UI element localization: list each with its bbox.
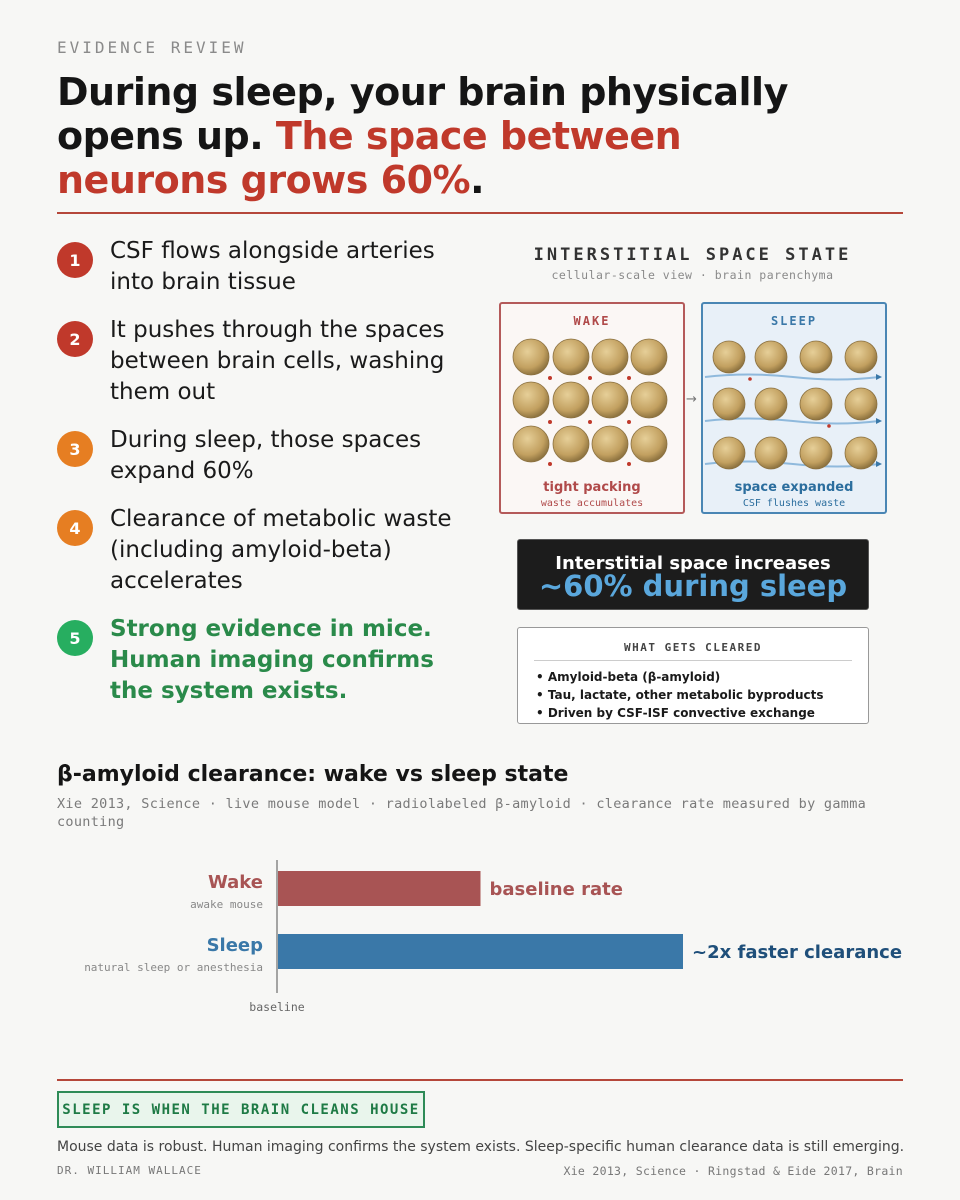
step-number: 1 <box>57 242 93 278</box>
category-sublabel: natural sleep or anesthesia <box>84 961 263 974</box>
cleared-list: • Amyloid-beta (β-amyloid) • Tau, lactat… <box>536 668 868 722</box>
waste-dot <box>588 420 592 424</box>
waste-dot <box>627 376 631 380</box>
references: Xie 2013, Science · Ringstad & Eide 2017… <box>563 1164 903 1178</box>
neuron-cell <box>591 338 629 376</box>
step-1: 1 CSF flows alongside arteries into brai… <box>57 236 480 298</box>
headline: During sleep, your brain physically open… <box>57 70 817 202</box>
list-item: • Tau, lactate, other metabolic byproduc… <box>536 688 824 702</box>
callout-line2: ~60% during sleep <box>538 569 848 603</box>
list-item: • Amyloid-beta (β-amyloid) <box>536 670 721 684</box>
footnote: Mouse data is robust. Human imaging conf… <box>57 1139 905 1155</box>
waste-dot <box>748 377 752 381</box>
step-5: 5 Strong evidence in mice. Human imaging… <box>57 614 480 707</box>
cleared-title: WHAT GETS CLEARED <box>623 641 763 654</box>
neuron-cell <box>754 387 788 421</box>
sleep-caption: space expanded <box>734 480 854 495</box>
step-number: 4 <box>57 510 93 546</box>
neuron-cell <box>712 436 746 470</box>
step-number: 5 <box>57 620 93 656</box>
neuron-cell <box>799 436 833 470</box>
neuron-cell <box>552 425 590 463</box>
neuron-cell <box>552 381 590 419</box>
step-text: Strong evidence in mice. Human imaging c… <box>110 616 434 704</box>
category-label: Wake <box>208 872 263 893</box>
step-number: 3 <box>57 431 93 467</box>
clearance-bar-chart: Wake awake mouse baseline rate Sleep natural… <box>84 860 902 1014</box>
headline-part3: . <box>470 158 485 202</box>
waste-dot <box>627 420 631 424</box>
wake-subcaption: waste accumulates <box>540 498 644 509</box>
arrow-right-icon: → <box>686 392 697 407</box>
step-number: 2 <box>57 321 93 357</box>
sleep-cells-illustration <box>704 340 882 470</box>
csf-flow-line <box>704 373 880 381</box>
what-gets-cleared-box: WHAT GETS CLEARED • Amyloid-beta (β-amyl… <box>517 627 869 724</box>
neuron-cell <box>512 381 550 419</box>
waste-dot <box>588 376 592 380</box>
sleep-state-box: SLEEP space expanded CSF flushes waste <box>701 302 887 514</box>
step-3: 3 During sleep, those spaces expand 60% <box>57 425 480 487</box>
step-text: It pushes through the spaces between bra… <box>110 317 445 405</box>
wake-label: WAKE <box>573 314 611 328</box>
neuron-cell <box>552 338 590 376</box>
waste-dot <box>548 376 552 380</box>
axis-label: baseline <box>249 1000 304 1014</box>
value-label: ~2x faster clearance <box>692 942 902 963</box>
neuron-cell <box>799 387 833 421</box>
step-2: 2 It pushes through the spaces between b… <box>57 315 480 408</box>
bottom-divider <box>57 1079 903 1081</box>
waste-dot <box>627 462 631 466</box>
headline-part1: During sleep, your brain physically open… <box>57 70 788 158</box>
wake-state-box: WAKE tight packing waste accumulates <box>499 302 685 514</box>
waste-dot <box>548 462 552 466</box>
wake-cells-illustration <box>512 338 668 466</box>
category-sublabel: awake mouse <box>190 898 263 911</box>
neuron-cell <box>712 387 746 421</box>
neuron-cell <box>754 340 788 374</box>
step-text: CSF flows alongside arteries into brain … <box>110 238 435 295</box>
list-item: • Driven by CSF-ISF convective exchange <box>536 706 815 720</box>
value-label: baseline rate <box>490 879 623 900</box>
eyebrow: EVIDENCE REVIEW <box>57 38 247 57</box>
step-text: During sleep, those spaces expand 60% <box>110 427 422 484</box>
top-divider <box>57 212 903 214</box>
chart-subtitle: Xie 2013, Science · live mouse model · r… <box>57 796 867 830</box>
neuron-cell <box>844 387 878 421</box>
sleep-label: SLEEP <box>770 314 818 328</box>
neuron-cell <box>591 381 629 419</box>
bar-wake <box>278 871 481 906</box>
neuron-cell <box>630 425 668 463</box>
callout-line1: Interstitial space increases <box>555 553 831 574</box>
waste-dot <box>827 424 831 428</box>
category-label: Sleep <box>207 935 264 956</box>
waste-dot <box>548 420 552 424</box>
neuron-cell <box>630 338 668 376</box>
neuron-cell <box>591 425 629 463</box>
neuron-cell <box>512 425 550 463</box>
neuron-cell <box>630 381 668 419</box>
chart-title: β-amyloid clearance: wake vs sleep state <box>57 762 569 787</box>
stat-callout: Interstitial space increases ~60% during… <box>517 539 869 610</box>
neuron-cell <box>799 340 833 374</box>
author: DR. WILLIAM WALLACE <box>57 1164 202 1177</box>
step-text: Clearance of metabolic waste (including … <box>110 506 452 594</box>
step-4: 4 Clearance of metabolic waste (includin… <box>57 504 480 597</box>
panel-title: INTERSTITIAL SPACE STATE <box>533 245 852 265</box>
cleared-divider <box>534 660 852 661</box>
wake-caption: tight packing <box>543 480 641 495</box>
panel-subtitle: cellular-scale view · brain parenchyma <box>551 268 834 282</box>
flow-arrow-icon <box>876 374 882 380</box>
neuron-cell <box>844 340 878 374</box>
neuron-cell <box>754 436 788 470</box>
headline-highlight: The space between neurons grows 60% <box>57 114 682 202</box>
tagline-badge: SLEEP IS WHEN THE BRAIN CLEANS HOUSE <box>57 1091 425 1128</box>
bar-sleep <box>278 934 683 969</box>
flow-arrow-icon <box>876 418 882 424</box>
flow-arrow-icon <box>876 461 882 467</box>
neuron-cell <box>712 340 746 374</box>
sleep-subcaption: CSF flushes waste <box>742 498 846 509</box>
neuron-cell <box>512 338 550 376</box>
neuron-cell <box>844 436 878 470</box>
